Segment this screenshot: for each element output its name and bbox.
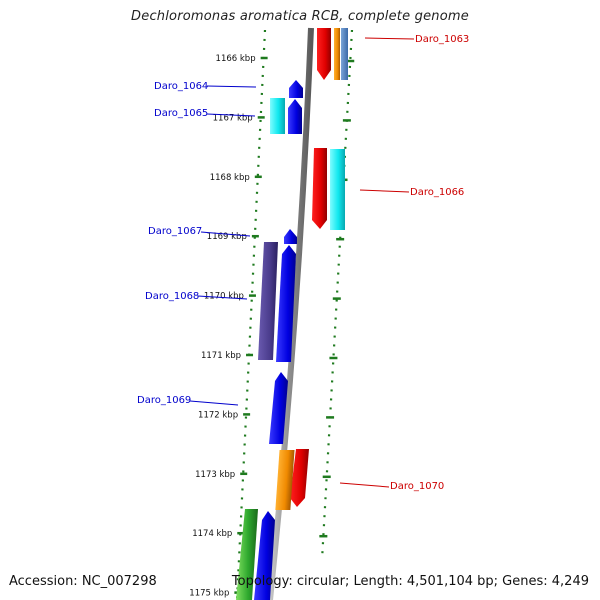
gene-label-daro-1069[interactable]: Daro_1069: [137, 395, 191, 406]
scale-tick-label: 1171 kbp: [201, 351, 241, 361]
reverse-strand-guide: [320, 29, 354, 561]
scale-tick-label: 1166 kbp: [216, 54, 256, 64]
scale-tick-label: 1168 kbp: [210, 173, 250, 183]
gene-label-daro-1064[interactable]: Daro_1064: [154, 81, 208, 92]
gene-daro-1068-arrow[interactable]: [276, 245, 296, 362]
gene-daro-1068-partner-slate[interactable]: [258, 242, 278, 360]
gene-label-daro-1065[interactable]: Daro_1065: [154, 108, 208, 119]
scale-tick-label: 1174 kbp: [192, 529, 232, 539]
scale-tick-label: 1167 kbp: [213, 113, 253, 123]
gene-daro-1067-arrow[interactable]: [284, 229, 297, 244]
gene-daro-1063-arrow[interactable]: [317, 28, 331, 80]
gene-daro-1065-arrow[interactable]: [288, 99, 302, 134]
reverse-genes: [275, 28, 348, 510]
gene-daro-1066-arrow[interactable]: [312, 148, 327, 229]
gene-daro-1063-partner-steel[interactable]: [341, 28, 348, 80]
gene-daro-1070-partner-orange[interactable]: [275, 450, 295, 510]
reverse-guide-ticks: [319, 59, 355, 538]
gene-daro-1069-arrow[interactable]: [269, 372, 288, 444]
gene-daro-1063-partner-orange[interactable]: [334, 28, 340, 80]
topology-label: Topology: circular; Length: 4,501,104 bp…: [231, 574, 589, 589]
gene-daro-1065-partner-cyan[interactable]: [270, 98, 285, 134]
gene-label-daro-1066[interactable]: Daro_1066: [410, 187, 464, 198]
scale-tick-label: 1175 kbp: [189, 589, 229, 599]
gene-daro-1064-arrow[interactable]: [289, 80, 303, 98]
forward-genes: [236, 80, 303, 600]
gene-label-daro-1070[interactable]: Daro_1070: [390, 481, 444, 492]
gene-daro-1070-arrow[interactable]: [290, 449, 309, 507]
gene-label-daro-1063[interactable]: Daro_1063: [415, 34, 469, 45]
gene-blue-bottom-arrow[interactable]: [254, 511, 275, 600]
scale-tick-label: 1170 kbp: [204, 292, 244, 302]
scale-ticks: 1166 kbp 1167 kbp 1168 kbp 1169 kbp 1170 kbp…: [189, 54, 268, 599]
gene-daro-1066-partner-cyan[interactable]: [330, 149, 345, 230]
scale-tick-label: 1173 kbp: [195, 470, 235, 480]
gene-label-leaders: [189, 37, 415, 488]
gene-label-daro-1068[interactable]: Daro_1068: [145, 291, 199, 302]
genome-backbone: [267, 27, 314, 600]
genome-title: Dechloromonas aromatica RCB, complete ge…: [131, 9, 469, 24]
accession-label: Accession: NC_007298: [9, 574, 157, 589]
gene-green-partner[interactable]: [236, 509, 258, 600]
gene-labels: Daro_1063 Daro_1064 Daro_1065 Daro_1066 …: [137, 34, 469, 492]
scale-tick-label: 1172 kbp: [198, 410, 238, 420]
scale-tick-label: 1169 kbp: [207, 232, 247, 242]
gene-label-daro-1067[interactable]: Daro_1067: [148, 226, 202, 237]
